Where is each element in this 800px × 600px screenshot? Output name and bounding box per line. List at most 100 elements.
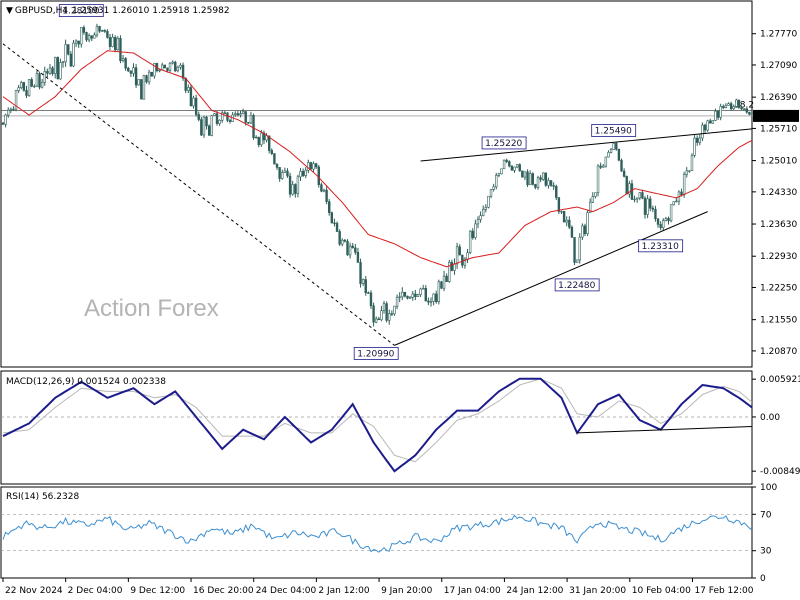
- candle-body: [80, 27, 83, 45]
- candle-body: [341, 239, 344, 245]
- candle-body: [502, 159, 506, 170]
- chart-ohlc: 1.25931 1.26010 1.25918 1.25982: [72, 6, 229, 16]
- macd-tick-label: 0.005921: [760, 375, 800, 385]
- candle-body: [479, 215, 482, 220]
- candle-body: [265, 135, 268, 141]
- price-panel: 1.27770 1.27090 1.26390 1.25710 1.25010 1.243…: [0, 0, 799, 368]
- current-price-label: 1.25982: [757, 112, 794, 122]
- candle-body: [575, 259, 579, 263]
- candle-body: [440, 281, 443, 289]
- candle-body: [429, 301, 433, 303]
- candle-body: [267, 135, 271, 151]
- candle-body: [40, 82, 44, 88]
- candle-body: [100, 29, 104, 32]
- candle-body: [742, 108, 746, 110]
- candle-body: [531, 173, 534, 185]
- candle-body: [221, 112, 224, 121]
- candle-body: [591, 196, 595, 203]
- candle-body: [549, 180, 553, 186]
- candle-body: [95, 26, 99, 36]
- candle-body: [424, 288, 427, 302]
- candle-body: [521, 170, 524, 178]
- current-price-box: [753, 109, 799, 122]
- rsi-tick-label: 70: [760, 510, 772, 520]
- candle-body: [408, 296, 412, 299]
- candle-body: [552, 185, 555, 187]
- candle-body: [275, 163, 279, 168]
- candle-body: [706, 120, 709, 131]
- candle-body: [542, 172, 545, 180]
- dashed-trendline: [2, 43, 395, 346]
- chart-header: ▼ GBPUSD,H4 1.25931 1.26010 1.25918 1.2598…: [6, 6, 230, 16]
- candle-body: [30, 79, 33, 87]
- candle-body: [247, 121, 250, 124]
- candle-body: [343, 239, 347, 242]
- candles-group: [1, 23, 754, 327]
- candle-body: [395, 296, 399, 307]
- candle-body: [690, 155, 694, 171]
- candle-body: [223, 112, 227, 114]
- candle-body: [497, 173, 501, 176]
- candle-body: [59, 62, 62, 80]
- candle-body: [351, 245, 354, 249]
- candle-body: [244, 111, 247, 123]
- candle-body: [463, 258, 467, 266]
- candle-body: [181, 64, 185, 79]
- candle-body: [43, 71, 46, 83]
- candle-body: [709, 120, 712, 124]
- candle-body: [625, 176, 628, 195]
- candle-body: [74, 40, 78, 44]
- candle-body: [664, 218, 668, 221]
- candle-body: [745, 108, 748, 113]
- candle-body: [638, 192, 641, 199]
- candle-body: [476, 219, 480, 225]
- candle-body: [25, 90, 28, 96]
- candle-body: [693, 137, 696, 156]
- candle-body: [568, 219, 571, 228]
- candle-body: [241, 111, 245, 114]
- moving-average-line: [2, 50, 753, 268]
- candle-body: [471, 230, 474, 239]
- candle-body: [116, 38, 120, 51]
- candle-body: [719, 106, 722, 118]
- candle-body: [192, 97, 195, 107]
- candle-body: [450, 262, 454, 271]
- price-tick-label: 1.22930: [760, 252, 797, 262]
- candle-body: [675, 200, 678, 203]
- candle-body: [98, 26, 101, 32]
- candle-body: [158, 69, 161, 72]
- candle-body: [257, 136, 260, 146]
- candle-body: [596, 165, 600, 193]
- candle-body: [461, 254, 464, 266]
- candle-body: [750, 112, 754, 115]
- candle-body: [544, 172, 548, 186]
- candle-body: [309, 162, 313, 170]
- time-tick-label: 9 Jan 20:00: [381, 586, 433, 596]
- candle-body: [547, 180, 550, 186]
- candle-body: [437, 281, 441, 303]
- candle-body: [539, 177, 542, 180]
- candle-body: [61, 61, 65, 63]
- candle-body: [586, 212, 589, 235]
- candle-body: [633, 198, 636, 201]
- candle-body: [249, 115, 253, 124]
- macd-main-line: [2, 377, 753, 473]
- candle-body: [320, 184, 323, 192]
- candle-body: [106, 31, 109, 38]
- candle-body: [200, 119, 203, 136]
- candle-body: [85, 32, 88, 41]
- price-annotation-label: 1.25220: [485, 139, 522, 149]
- candle-body: [622, 170, 626, 177]
- candle-body: [328, 201, 331, 213]
- candle-body: [356, 251, 360, 263]
- candle-body: [354, 247, 357, 253]
- price-annotation-box: [353, 346, 399, 360]
- candle-body: [680, 191, 683, 196]
- candle-body: [1, 122, 5, 125]
- candle-body: [630, 183, 634, 200]
- rsi-panel: 100 70 30 0: [0, 483, 777, 584]
- candle-body: [335, 223, 339, 232]
- rsi-tick-label: 30: [760, 547, 772, 557]
- candle-body: [688, 170, 691, 172]
- price-annotation-box: [638, 239, 684, 253]
